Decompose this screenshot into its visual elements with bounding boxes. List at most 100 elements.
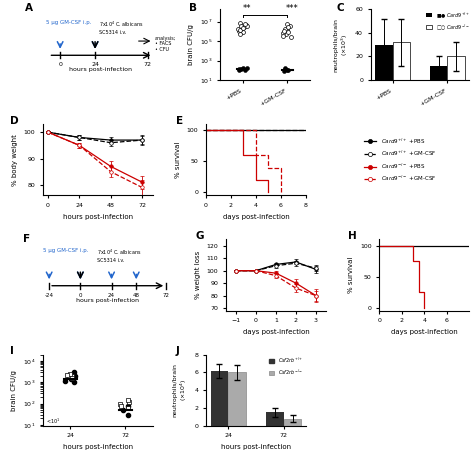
Text: • CFU: • CFU bbox=[155, 48, 169, 53]
Point bbox=[68, 374, 76, 381]
Point bbox=[125, 411, 132, 418]
Point bbox=[124, 405, 132, 412]
Point bbox=[281, 25, 288, 32]
Y-axis label: % body weight: % body weight bbox=[12, 134, 18, 186]
Point bbox=[286, 22, 294, 29]
Text: 72: 72 bbox=[144, 63, 152, 67]
X-axis label: days post-infection: days post-infection bbox=[391, 329, 457, 335]
Point bbox=[288, 34, 295, 41]
Point bbox=[116, 400, 124, 407]
Text: ***: *** bbox=[285, 4, 298, 13]
Point bbox=[239, 24, 246, 31]
Legend: ■● $Card9^{+/+}$, □○ $Card9^{-/-}$: ■● $Card9^{+/+}$, □○ $Card9^{-/-}$ bbox=[424, 8, 472, 34]
Point bbox=[67, 375, 75, 382]
Point bbox=[63, 371, 71, 379]
Point bbox=[280, 32, 287, 39]
Text: hours post-infection: hours post-infection bbox=[76, 298, 139, 303]
Text: 48: 48 bbox=[133, 293, 140, 298]
Point bbox=[71, 379, 78, 386]
Legend: $Csf2rb^{+/+}$, $Csf2rb^{-/-}$: $Csf2rb^{+/+}$, $Csf2rb^{-/-}$ bbox=[267, 354, 306, 379]
Point bbox=[241, 23, 248, 30]
Text: I: I bbox=[9, 346, 14, 356]
Y-axis label: neutrophils/brain
(×10$^3$): neutrophils/brain (×10$^3$) bbox=[333, 18, 350, 72]
Text: 24: 24 bbox=[91, 63, 99, 67]
Point bbox=[235, 28, 242, 35]
Text: 24: 24 bbox=[108, 293, 115, 298]
Point bbox=[284, 23, 292, 30]
Bar bbox=[210, 371, 228, 426]
Point bbox=[66, 370, 74, 377]
Point bbox=[242, 20, 249, 28]
Text: 0: 0 bbox=[79, 293, 82, 298]
Text: E: E bbox=[176, 116, 183, 126]
Text: F: F bbox=[23, 234, 30, 244]
Text: 7x10$^4$ C. albicans
SC5314 i.v.: 7x10$^4$ C. albicans SC5314 i.v. bbox=[99, 20, 143, 35]
Text: A: A bbox=[25, 3, 33, 14]
Text: 72: 72 bbox=[163, 293, 170, 298]
Bar bbox=[430, 66, 447, 80]
Y-axis label: brain CFU/g: brain CFU/g bbox=[189, 24, 194, 65]
Text: 5 μg GM-CSF i.p.: 5 μg GM-CSF i.p. bbox=[43, 248, 88, 253]
Bar bbox=[283, 419, 301, 426]
Bar bbox=[266, 413, 283, 426]
Text: D: D bbox=[9, 116, 18, 126]
Point bbox=[280, 68, 288, 75]
Point bbox=[282, 64, 289, 71]
Point bbox=[281, 27, 288, 34]
Point bbox=[236, 66, 243, 73]
Bar bbox=[447, 57, 465, 80]
Point bbox=[283, 31, 290, 38]
Y-axis label: % weight loss: % weight loss bbox=[195, 251, 201, 299]
Point bbox=[284, 29, 292, 36]
Text: 0: 0 bbox=[58, 63, 62, 67]
Point bbox=[124, 402, 131, 409]
Point bbox=[236, 66, 243, 73]
Text: 5 μg GM-CSF i.p.: 5 μg GM-CSF i.p. bbox=[46, 20, 91, 25]
Text: C: C bbox=[336, 3, 344, 14]
Text: <10$^1$: <10$^1$ bbox=[46, 417, 60, 426]
Point bbox=[124, 396, 132, 404]
Point bbox=[119, 406, 127, 414]
Text: • FACS: • FACS bbox=[155, 41, 171, 46]
X-axis label: days post-infection: days post-infection bbox=[223, 213, 289, 220]
Point bbox=[240, 29, 247, 36]
Text: H: H bbox=[348, 231, 356, 241]
Text: analysis;: analysis; bbox=[155, 36, 176, 41]
Text: B: B bbox=[189, 3, 197, 14]
Point bbox=[280, 29, 287, 37]
Text: **: ** bbox=[243, 4, 251, 13]
Text: G: G bbox=[196, 231, 204, 241]
Point bbox=[71, 372, 78, 380]
Text: -24: -24 bbox=[45, 293, 54, 298]
Point bbox=[70, 369, 77, 376]
Point bbox=[237, 65, 245, 72]
Point bbox=[283, 26, 291, 34]
Point bbox=[236, 31, 244, 38]
X-axis label: hours post-infection: hours post-infection bbox=[63, 213, 133, 220]
Point bbox=[241, 67, 248, 74]
Legend: $Card9^{+/+}$ +PBS, $Card9^{+/+}$ +GM-CSF, $Card9^{-/-}$ +PBS, $Card9^{-/-}$ +GM: $Card9^{+/+}$ +PBS, $Card9^{+/+}$ +GM-CS… bbox=[362, 134, 438, 186]
Point bbox=[236, 26, 244, 34]
Bar bbox=[375, 44, 392, 80]
Point bbox=[283, 20, 291, 28]
Bar bbox=[228, 372, 246, 426]
Point bbox=[125, 398, 133, 405]
Point bbox=[243, 22, 251, 29]
Point bbox=[237, 23, 245, 30]
Y-axis label: brain CFU/g: brain CFU/g bbox=[11, 370, 17, 411]
Point bbox=[117, 402, 125, 409]
Text: 7x10$^4$ C. albicans
SC5314 i.v.: 7x10$^4$ C. albicans SC5314 i.v. bbox=[97, 248, 142, 263]
Point bbox=[61, 377, 69, 384]
Point bbox=[236, 19, 244, 27]
Point bbox=[243, 64, 250, 71]
Point bbox=[242, 21, 250, 28]
Y-axis label: % survival: % survival bbox=[348, 257, 355, 293]
Y-axis label: % survival: % survival bbox=[175, 142, 181, 178]
Bar bbox=[392, 42, 410, 80]
Point bbox=[240, 64, 247, 72]
X-axis label: hours post-infection: hours post-infection bbox=[221, 444, 291, 450]
X-axis label: hours post-infection: hours post-infection bbox=[63, 444, 133, 450]
Text: hours post-infection: hours post-infection bbox=[69, 67, 132, 72]
Y-axis label: neutrophils/brain
(×10$^4$): neutrophils/brain (×10$^4$) bbox=[172, 363, 189, 417]
X-axis label: days post-infection: days post-infection bbox=[243, 329, 310, 335]
